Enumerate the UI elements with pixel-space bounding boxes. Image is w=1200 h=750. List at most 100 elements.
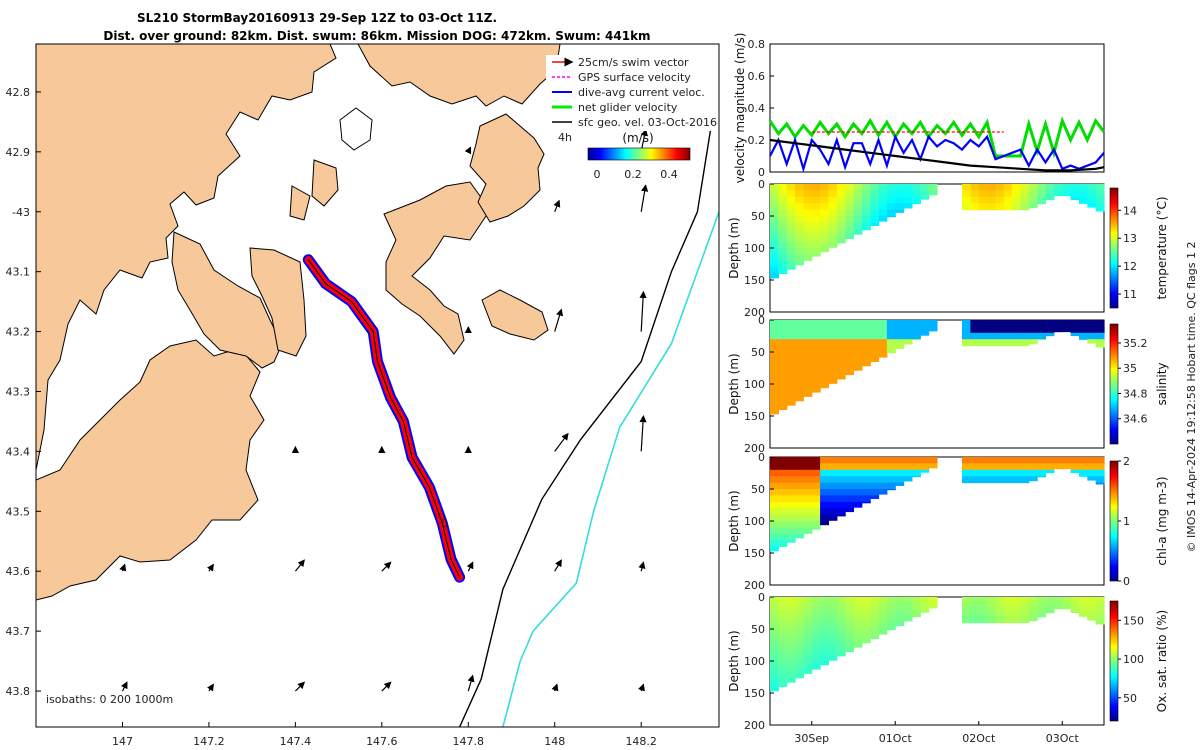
chla-cell xyxy=(778,469,788,477)
oxygen-cell xyxy=(870,622,880,630)
oxygen-cell xyxy=(803,641,813,649)
chla-cell xyxy=(861,495,871,503)
oxygen-cell xyxy=(1037,609,1047,617)
chla-cell xyxy=(795,533,804,539)
temperature-cell xyxy=(895,196,905,204)
salinity-cell xyxy=(970,339,980,347)
salinity-panel: 0 50 100 150 200 Depth (m) 34.6 34.8 35 35.2 salin… xyxy=(727,314,1169,455)
legend-label-gps: GPS surface velocity xyxy=(578,71,691,84)
oxygen-cell xyxy=(912,616,921,618)
salinity-cell xyxy=(861,345,871,353)
salinity-cell xyxy=(970,332,980,340)
oxygen-cell xyxy=(878,597,888,604)
chla-cell xyxy=(861,469,871,477)
chla-cell xyxy=(1053,463,1063,470)
salinity-cell xyxy=(878,352,888,358)
sfc-vector-8 xyxy=(551,683,559,692)
sfc-vector-15 xyxy=(381,561,392,572)
temperature-cell xyxy=(778,216,788,223)
oxygen-cell xyxy=(1079,609,1088,617)
oxygen-cell xyxy=(828,629,838,636)
salinity-cell xyxy=(886,326,896,334)
temperature-cell xyxy=(803,254,813,261)
sfc-vector-12 xyxy=(466,561,474,572)
salinity-cbar-tick-label-3: 35.2 xyxy=(1123,337,1148,350)
salinity-cell xyxy=(836,364,846,372)
salinity-cell xyxy=(778,320,788,327)
salinity-cell xyxy=(786,371,796,379)
temperature-cell xyxy=(903,190,913,198)
chla-cell xyxy=(836,457,846,464)
oxygen-y-tick-label-2: 100 xyxy=(744,655,765,668)
chla-cell xyxy=(1070,457,1080,464)
salinity-cell xyxy=(836,326,846,334)
temperature-cell xyxy=(1020,190,1030,198)
temperature-cell xyxy=(861,196,871,204)
temperature-cell xyxy=(820,248,829,253)
temperature-cell xyxy=(912,190,921,198)
chla-cell xyxy=(861,489,871,496)
map-x-tick-label-1: 147.2 xyxy=(193,735,225,748)
chla-cell xyxy=(978,476,988,484)
temperature-cell xyxy=(770,260,779,268)
chla-cell xyxy=(870,469,880,477)
chla-cell xyxy=(903,463,913,471)
salinity-cell xyxy=(1095,345,1105,348)
temperature-cell xyxy=(920,190,930,198)
temperature-cell xyxy=(845,235,854,240)
oxygen-cell xyxy=(786,680,796,683)
chla-cell xyxy=(1037,469,1047,477)
oxygen-cell xyxy=(820,597,829,604)
oxygen-cell xyxy=(778,661,788,668)
map-land xyxy=(36,44,561,601)
salinity-cell xyxy=(786,364,796,372)
oxygen-cell xyxy=(1087,603,1097,611)
chla-cell xyxy=(811,469,821,477)
salinity-cell xyxy=(820,320,829,327)
oxygen-cell xyxy=(836,654,846,657)
temperature-cell xyxy=(978,196,988,204)
chla-cell xyxy=(1095,469,1105,477)
salinity-cell xyxy=(778,390,788,398)
temperature-cell xyxy=(836,196,846,204)
salinity-cell xyxy=(903,326,913,334)
temperature-cell xyxy=(836,222,846,230)
oxygen-cell xyxy=(970,603,980,611)
chla-cell xyxy=(820,457,829,464)
salinity-cell xyxy=(970,320,980,327)
vel-y-tick-label-1: 0.2 xyxy=(748,134,766,147)
oxygen-cell xyxy=(786,661,796,668)
temperature-cell xyxy=(1003,203,1013,211)
chla-cell xyxy=(845,457,854,464)
temperature-cell xyxy=(1037,203,1047,205)
temperature-cell xyxy=(878,209,888,217)
salinity-cell xyxy=(778,339,788,347)
oxygen-cell xyxy=(770,641,779,649)
salinity-cell xyxy=(770,332,779,340)
salinity-cell xyxy=(1003,326,1013,334)
time-tick-label-1: 01Oct xyxy=(879,732,913,745)
chla-cell xyxy=(795,457,804,464)
temperature-cell xyxy=(1045,190,1055,198)
chla-cell xyxy=(870,482,880,490)
chla-cell xyxy=(1070,469,1080,473)
chla-cell xyxy=(1095,476,1105,484)
salinity-cell xyxy=(778,364,788,372)
chla-cell xyxy=(1003,457,1013,464)
salinity-cell xyxy=(878,345,888,353)
temperature-cell xyxy=(820,184,829,191)
salinity-cell xyxy=(870,339,880,347)
map-y-tick-label-10: 43.8 xyxy=(6,685,31,698)
map-x-tick-label-3: 147.6 xyxy=(366,735,398,748)
oxygen-cell xyxy=(870,616,880,624)
temperature-cell xyxy=(778,241,788,249)
salinity-y-tick-label-1: 50 xyxy=(751,346,765,359)
temperature-cell xyxy=(1070,196,1080,200)
temperature-y-tick-label-4: 200 xyxy=(744,306,765,319)
temperature-cell xyxy=(795,235,804,243)
oxygen-cell xyxy=(970,609,980,617)
sfc-vector-6 xyxy=(554,432,569,452)
temperature-cell xyxy=(1070,184,1080,191)
chla-cell xyxy=(1003,463,1013,471)
salinity-cell xyxy=(811,352,821,359)
